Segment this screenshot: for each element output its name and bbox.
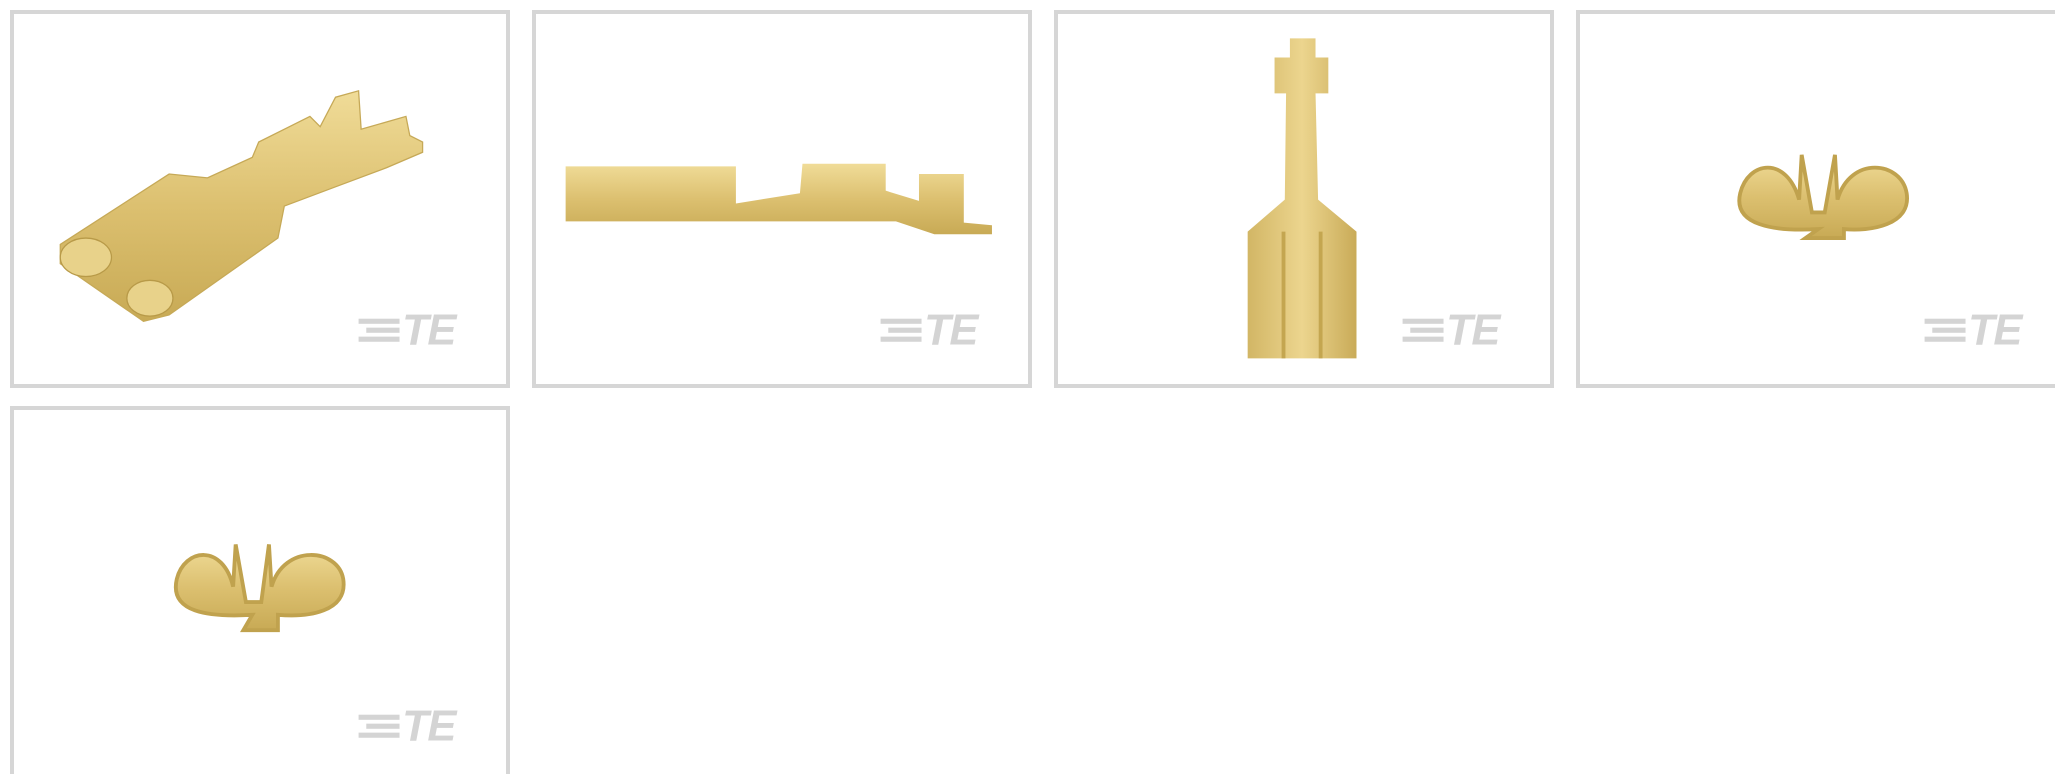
brand-logo: TE [402,702,458,750]
brand-logo: TE [1968,306,2024,354]
thumbnail[interactable]: TE [532,10,1032,388]
product-image: TE [536,14,1028,384]
product-image: TE [14,14,506,384]
product-image: TE [1580,14,2055,384]
thumbnail[interactable]: TE [10,10,510,388]
brand-logo: TE [924,306,980,354]
thumbnail[interactable]: TE [1576,10,2055,388]
brand-logo: TE [1446,306,1502,354]
product-image: TE [14,410,506,774]
brand-logo: TE [402,306,458,354]
thumbnail[interactable]: TE [1054,10,1554,388]
thumbnail[interactable]: TE [10,406,510,774]
image-gallery: TE TE TE TE [0,0,2055,774]
product-image: TE [1058,14,1550,384]
